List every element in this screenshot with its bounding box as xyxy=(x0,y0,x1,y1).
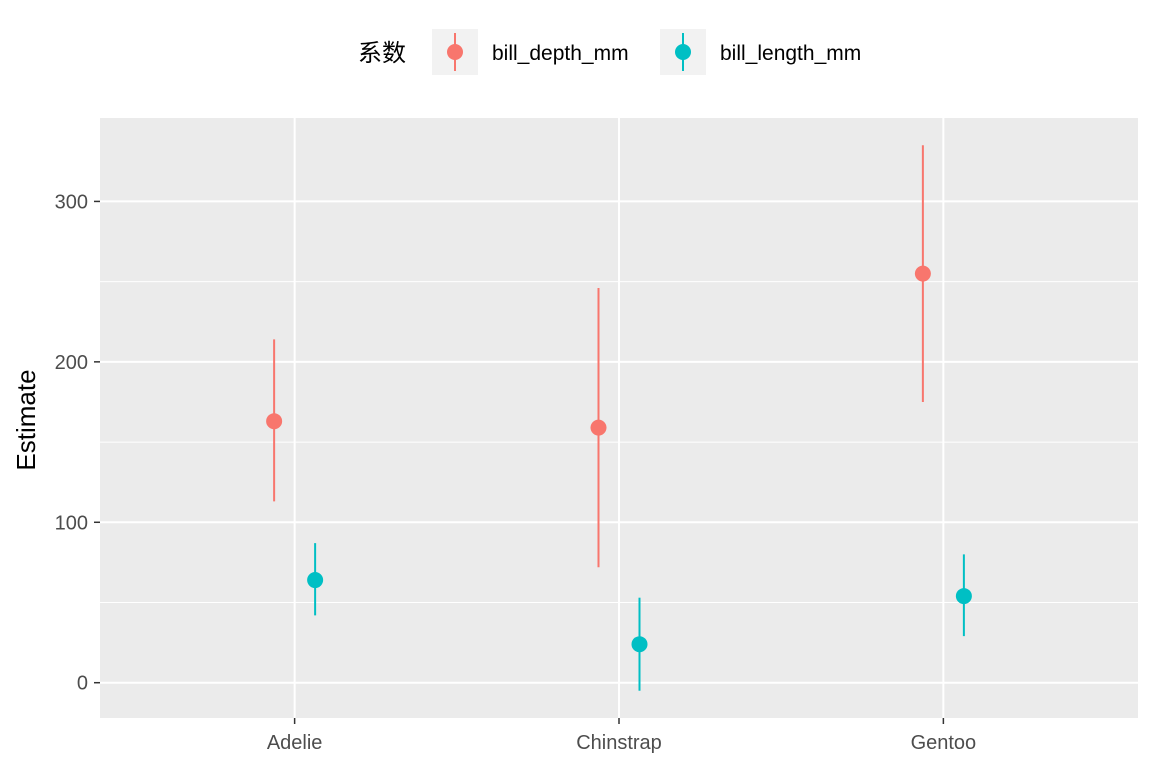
major-gridlines xyxy=(100,118,1138,718)
x-axis: Adelie Chinstrap Gentoo xyxy=(267,718,976,754)
estimate-point xyxy=(914,265,931,282)
estimate-point xyxy=(266,413,283,430)
legend-key-point xyxy=(675,44,691,60)
estimate-point xyxy=(631,636,648,653)
y-tick-label: 200 xyxy=(55,352,88,374)
x-tick-label: Chinstrap xyxy=(576,732,662,754)
legend-title: 系数 xyxy=(358,40,406,67)
y-axis-title: Estimate xyxy=(11,369,41,470)
estimate-point xyxy=(955,588,972,605)
y-axis: 0 100 200 300 xyxy=(55,191,100,695)
legend: 系数 bill_depth_mm bill_length_mm xyxy=(358,29,861,75)
y-tick-label: 100 xyxy=(55,512,88,534)
x-tick-label: Gentoo xyxy=(911,732,977,754)
data-layer xyxy=(266,145,972,691)
legend-label: bill_depth_mm xyxy=(492,42,629,65)
y-tick-label: 0 xyxy=(77,673,88,695)
x-tick-label: Adelie xyxy=(267,732,323,754)
estimate-point xyxy=(590,419,607,436)
legend-key-point xyxy=(447,44,463,60)
y-tick-label: 300 xyxy=(55,191,88,213)
legend-label: bill_length_mm xyxy=(720,42,861,65)
estimate-point xyxy=(307,572,324,589)
